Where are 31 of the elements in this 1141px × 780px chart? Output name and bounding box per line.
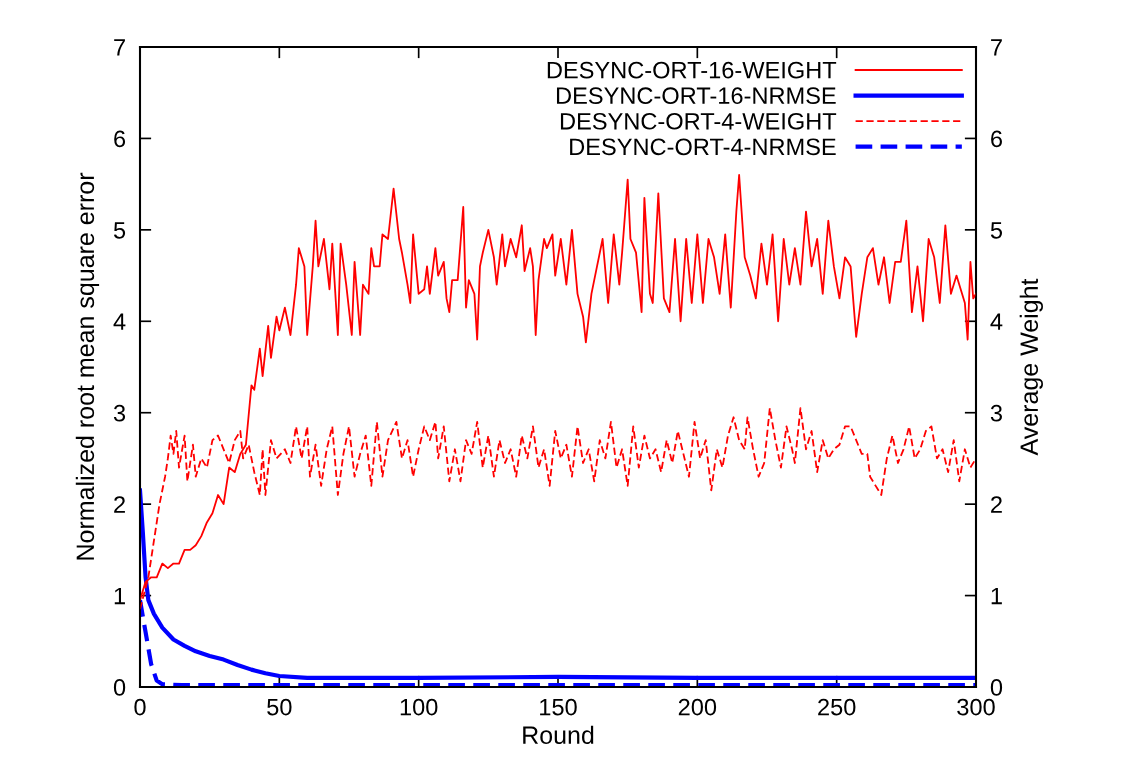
legend-label: DESYNC-ORT-4-WEIGHT xyxy=(560,112,837,130)
y2-tick-label: 4 xyxy=(990,313,1003,330)
y-axis-title: Normalized root mean square error xyxy=(75,172,100,560)
y-tick-label: 3 xyxy=(113,404,126,422)
y2-tick-label: 1 xyxy=(991,587,1002,605)
y2-tick-label: 3 xyxy=(990,404,1002,422)
y-tick-label: 5 xyxy=(113,222,126,239)
y-tick-label: 1 xyxy=(114,587,125,605)
legend-label: DESYNC-ORT-16-NRMSE xyxy=(556,87,836,105)
x-tick-label: 100 xyxy=(400,698,438,716)
y2-tick-label: 0 xyxy=(990,679,1003,696)
y-tick-label: 7 xyxy=(114,39,125,56)
x-tick-label: 150 xyxy=(540,698,577,716)
y2-tick-label: 2 xyxy=(991,496,1002,513)
y2-tick-label: 6 xyxy=(991,130,1002,148)
y-tick-label: 2 xyxy=(114,496,125,513)
x-tick-label: 250 xyxy=(818,698,856,716)
x-tick-label: 200 xyxy=(678,698,717,716)
legend-label: DESYNC-ORT-4-NRMSE xyxy=(570,138,836,156)
y2-tick-label: 7 xyxy=(991,39,1002,56)
y2-tick-label: 5 xyxy=(990,222,1003,239)
x-tick-label: 0 xyxy=(134,698,146,716)
legend-label: DESYNC-ORT-16-WEIGHT xyxy=(547,61,837,79)
y-tick-label: 6 xyxy=(114,130,126,148)
line-series xyxy=(140,488,976,680)
y2-axis-title: Average Weight xyxy=(1019,278,1043,456)
y-tick-label: 4 xyxy=(113,313,126,330)
x-tick-label: 300 xyxy=(957,698,995,716)
x-tick-label: 50 xyxy=(267,698,292,716)
x-axis-title: Round xyxy=(523,725,594,745)
y-tick-label: 0 xyxy=(113,679,126,696)
